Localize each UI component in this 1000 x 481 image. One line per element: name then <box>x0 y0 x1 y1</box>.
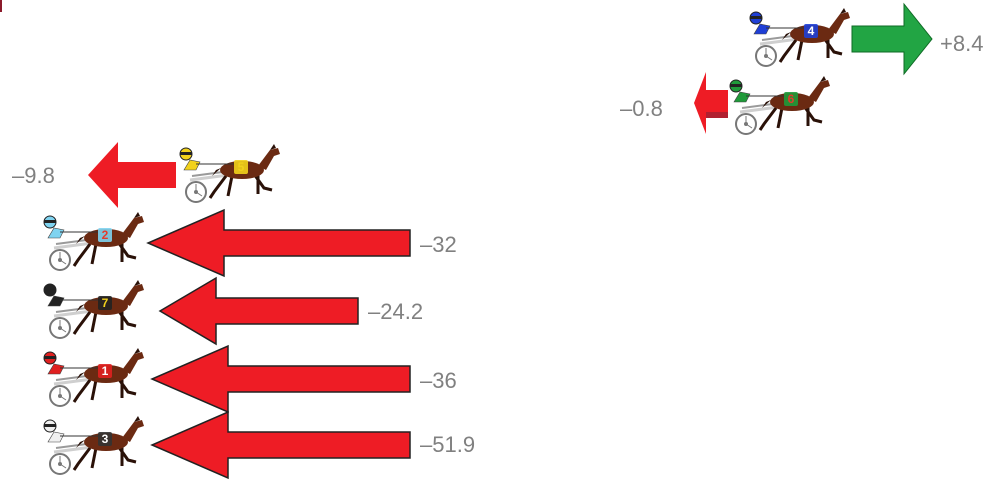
loss-arrow-1 <box>150 344 411 414</box>
loss-arrow-5 <box>88 142 176 208</box>
harness-horse-icon-3: 3 <box>38 412 146 476</box>
loss-arrow-3 <box>150 410 411 480</box>
svg-text:4: 4 <box>808 24 815 38</box>
loss-arrow-6 <box>694 72 728 134</box>
loss-arrow-7 <box>158 276 359 346</box>
change-label-2: –32 <box>420 232 457 257</box>
svg-text:1: 1 <box>102 364 109 378</box>
gain-arrow-shape <box>851 2 933 76</box>
harness-horse-icon-4: 4 <box>744 4 852 68</box>
harness-horse-icon-5: 5 <box>174 140 282 204</box>
harness-horse-icon-7: 7 <box>38 276 146 340</box>
svg-text:3: 3 <box>102 432 109 446</box>
harness-horse-icon-1: 1 <box>38 344 146 408</box>
svg-text:2: 2 <box>102 228 109 242</box>
change-label-4: +8.4 <box>940 31 984 56</box>
change-label-3: –51.9 <box>420 432 476 457</box>
change-label-1: –36 <box>420 368 457 393</box>
gain-arrow <box>851 2 933 76</box>
corner-mark <box>0 0 2 12</box>
svg-text:6: 6 <box>788 92 795 106</box>
svg-text:7: 7 <box>102 296 109 310</box>
loss-arrow-2 <box>146 208 411 278</box>
change-label-6: –0.8 <box>620 96 663 121</box>
change-label-7: –24.2 <box>368 299 424 324</box>
harness-horse-icon-2: 2 <box>38 208 146 272</box>
svg-text:5: 5 <box>238 160 245 174</box>
change-label-5: –9.8 <box>12 163 55 188</box>
harness-horse-icon-6: 6 <box>724 72 832 136</box>
